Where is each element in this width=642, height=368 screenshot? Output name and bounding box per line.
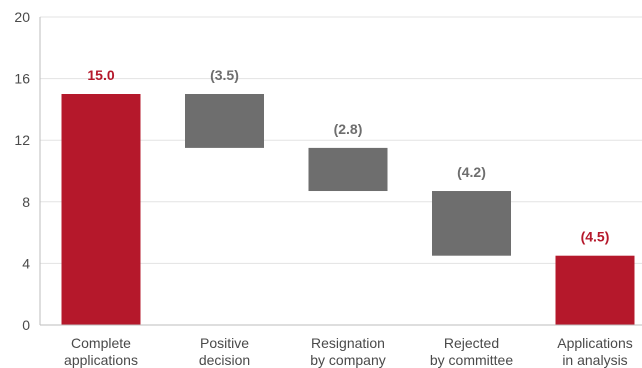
category-label-line: Positive (200, 335, 249, 351)
category-label-line: Resignation (311, 335, 385, 351)
x-axis: Complete applications Positive decision Resi… (40, 324, 642, 368)
y-axis: 0 4 8 12 16 20 (14, 9, 41, 333)
data-label: (4.2) (457, 164, 486, 180)
data-labels: 15.0 (3.5) (2.8) (4.2) (4.5) (87, 67, 609, 245)
bar-total (555, 255, 635, 325)
category-label-line: decision (199, 352, 250, 368)
category-label: Positive decision (199, 335, 250, 368)
data-label: (2.8) (334, 121, 363, 137)
category-label: Rejected by committee (430, 335, 513, 368)
data-label: 15.0 (87, 67, 114, 83)
bar-decrease (308, 147, 388, 192)
category-label: Complete applications (64, 335, 138, 368)
category-label: Resignation by company (310, 335, 385, 368)
y-tick-label: 8 (22, 194, 30, 210)
category-label-line: in analysis (562, 352, 627, 368)
y-tick-label: 20 (14, 9, 30, 25)
data-label: (3.5) (210, 67, 239, 83)
bar-total (61, 94, 141, 325)
data-label: (4.5) (581, 229, 610, 245)
y-tick-label: 12 (14, 132, 30, 148)
category-label-line: Complete (71, 335, 131, 351)
category-label-line: by company (310, 352, 385, 368)
y-tick-label: 4 (22, 255, 30, 271)
y-tick-label: 16 (14, 71, 30, 87)
bars (61, 94, 635, 325)
category-label-line: Applications (557, 335, 633, 351)
y-tick-label: 0 (22, 317, 30, 333)
category-label-line: by committee (430, 352, 513, 368)
bar-decrease (185, 94, 264, 148)
bar-decrease (432, 191, 511, 256)
category-label-line: applications (64, 352, 138, 368)
category-label: Applications in analysis (557, 335, 633, 368)
category-label-line: Rejected (444, 335, 499, 351)
